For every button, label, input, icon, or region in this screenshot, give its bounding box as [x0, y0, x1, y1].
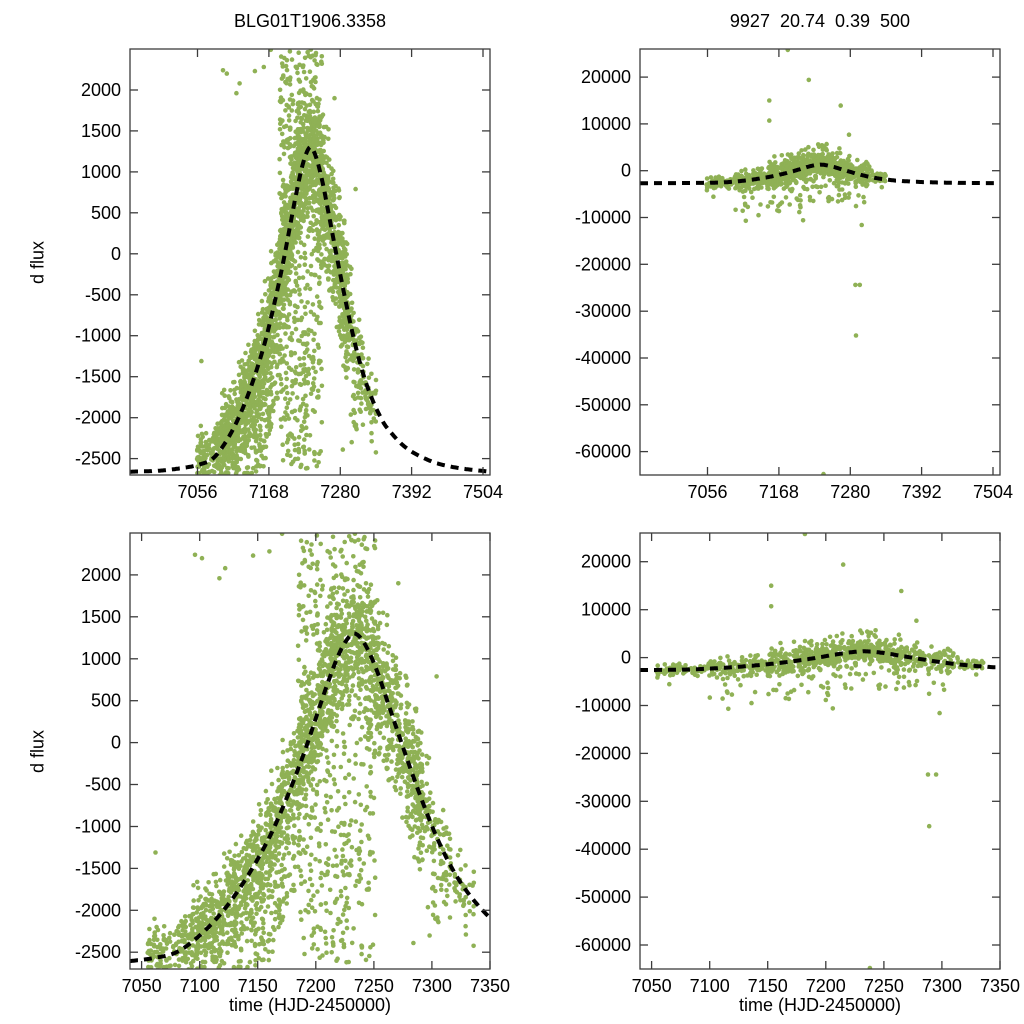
axes-tl	[129, 48, 491, 476]
tick-labels-tr: 7056 7168 7280 7392 7504 -60000 -50000 -40000 -3…	[575, 67, 1013, 502]
panel-tl: 7056 7168 7280 7392 7504 -2500 -2000 -1500 -1000…	[75, 48, 503, 502]
scatter-points-bl	[145, 533, 477, 969]
svg-text:-30000: -30000	[575, 301, 631, 321]
svg-text:0: 0	[111, 244, 121, 264]
scatter-points-tl	[194, 49, 379, 475]
tick-labels-br: 7050 7100 7150 7200 7250 7300 7350-60000-50000…	[575, 552, 1020, 996]
svg-text:7504: 7504	[463, 482, 503, 502]
svg-text:500: 500	[91, 203, 121, 223]
svg-text:-10000: -10000	[575, 208, 631, 228]
model-curve-bl	[130, 631, 490, 963]
panel-bl: 7050 7100 7150 7200 7250 7300 7350-2500-2000-1…	[75, 532, 510, 996]
svg-text:7168: 7168	[249, 482, 289, 502]
x-axis-label-left: time (HJD-2450000)	[228, 995, 392, 1015]
model-curve-br	[640, 649, 1000, 673]
axes-bl	[129, 532, 491, 970]
svg-text:10000: 10000	[581, 114, 631, 134]
panel-title-right: 9927 20.74 0.39 500	[729, 11, 911, 31]
svg-text:0: 0	[621, 161, 631, 181]
axes-tr	[639, 48, 1001, 476]
svg-text:7280: 7280	[830, 482, 870, 502]
svg-text:2000: 2000	[81, 80, 121, 100]
svg-text:-2500: -2500	[75, 449, 121, 469]
svg-text:-1500: -1500	[75, 367, 121, 387]
model-curve-tr	[640, 162, 1000, 186]
model-curve-tl	[130, 145, 490, 474]
svg-text:-2000: -2000	[75, 408, 121, 428]
y-axis-label-top: d flux	[27, 240, 48, 285]
scatter-points-br	[654, 533, 986, 969]
svg-text:-1000: -1000	[75, 326, 121, 346]
svg-text:20000: 20000	[581, 67, 631, 87]
panel-br: 7050 7100 7150 7200 7250 7300 7350-60000-50000…	[575, 532, 1020, 996]
svg-text:1500: 1500	[81, 121, 121, 141]
svg-text:7392: 7392	[902, 482, 942, 502]
scatter-points-tr	[704, 49, 888, 475]
x-axis-label-right: time (HJD-2450000)	[738, 995, 902, 1015]
svg-text:-40000: -40000	[575, 348, 631, 368]
svg-text:-60000: -60000	[575, 442, 631, 462]
tick-labels-bl: 7050 7100 7150 7200 7250 7300 7350-2500-2000-1…	[75, 565, 510, 996]
svg-text:7280: 7280	[320, 482, 360, 502]
axes-br	[639, 532, 1001, 970]
svg-text:-20000: -20000	[575, 254, 631, 274]
svg-text:7392: 7392	[392, 482, 432, 502]
svg-text:7168: 7168	[759, 482, 799, 502]
panel-tr: 7056 7168 7280 7392 7504 -60000 -50000 -40000 -3…	[575, 48, 1013, 502]
svg-text:-500: -500	[85, 285, 121, 305]
svg-text:7056: 7056	[177, 482, 217, 502]
svg-text:7056: 7056	[687, 482, 727, 502]
svg-text:7504: 7504	[973, 482, 1013, 502]
svg-text:-50000: -50000	[575, 395, 631, 415]
y-axis-label-bottom: d flux	[27, 729, 48, 774]
panel-title-left: BLG01T1906.3358	[233, 11, 387, 31]
svg-text:1000: 1000	[81, 162, 121, 182]
tick-labels-tl: 7056 7168 7280 7392 7504 -2500 -2000 -1500 -1000…	[75, 80, 503, 502]
